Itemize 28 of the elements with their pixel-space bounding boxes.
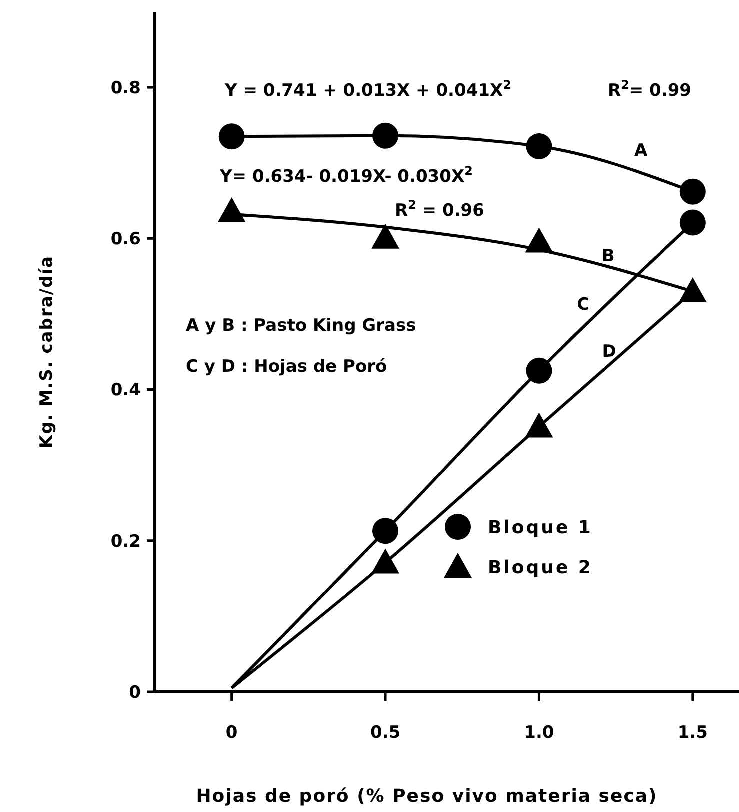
annotation: Y= 0.634- 0.019X- 0.030X$^{2}$ bbox=[219, 164, 473, 187]
series-label: A bbox=[634, 140, 649, 161]
point bbox=[372, 224, 400, 249]
point bbox=[680, 210, 706, 236]
x-tick-label: 1.5 bbox=[678, 723, 708, 743]
annotation: R$^{2}$= 0.99 bbox=[608, 78, 692, 101]
x-tick-label: 0 bbox=[226, 723, 238, 743]
legend-label: Bloque 2 bbox=[488, 557, 593, 578]
point bbox=[218, 197, 246, 222]
annotation: R$^{2}$ = 0.96 bbox=[395, 198, 484, 221]
y-tick-label: 0.6 bbox=[110, 230, 141, 250]
x-tick-label: 0.5 bbox=[370, 723, 401, 743]
y-tick-label: 0.4 bbox=[110, 380, 142, 401]
series-label: B bbox=[602, 246, 615, 267]
y-axis-title: Kg. M.S. cabra/día bbox=[37, 256, 57, 448]
annotation: Y = 0.741 + 0.013X + 0.041X$^{2}$ bbox=[224, 78, 512, 101]
y-tick-label: 0.2 bbox=[110, 532, 141, 552]
point bbox=[218, 124, 245, 150]
series-label: C bbox=[577, 295, 590, 316]
x-axis-title: Hojas de poró (% Peso vivo materia seca) bbox=[196, 786, 658, 807]
legend-label: Bloque 1 bbox=[488, 517, 593, 538]
series-label: D bbox=[602, 342, 616, 362]
y-tick-label: 0.8 bbox=[110, 78, 141, 99]
y-tick-label: 0 bbox=[129, 682, 142, 703]
annotation: A y B : Pasto King Grass bbox=[186, 316, 416, 336]
x-tick-label: 1.0 bbox=[524, 723, 554, 743]
point bbox=[680, 178, 706, 205]
annotation: C y D : Hojas de Poró bbox=[186, 357, 388, 377]
